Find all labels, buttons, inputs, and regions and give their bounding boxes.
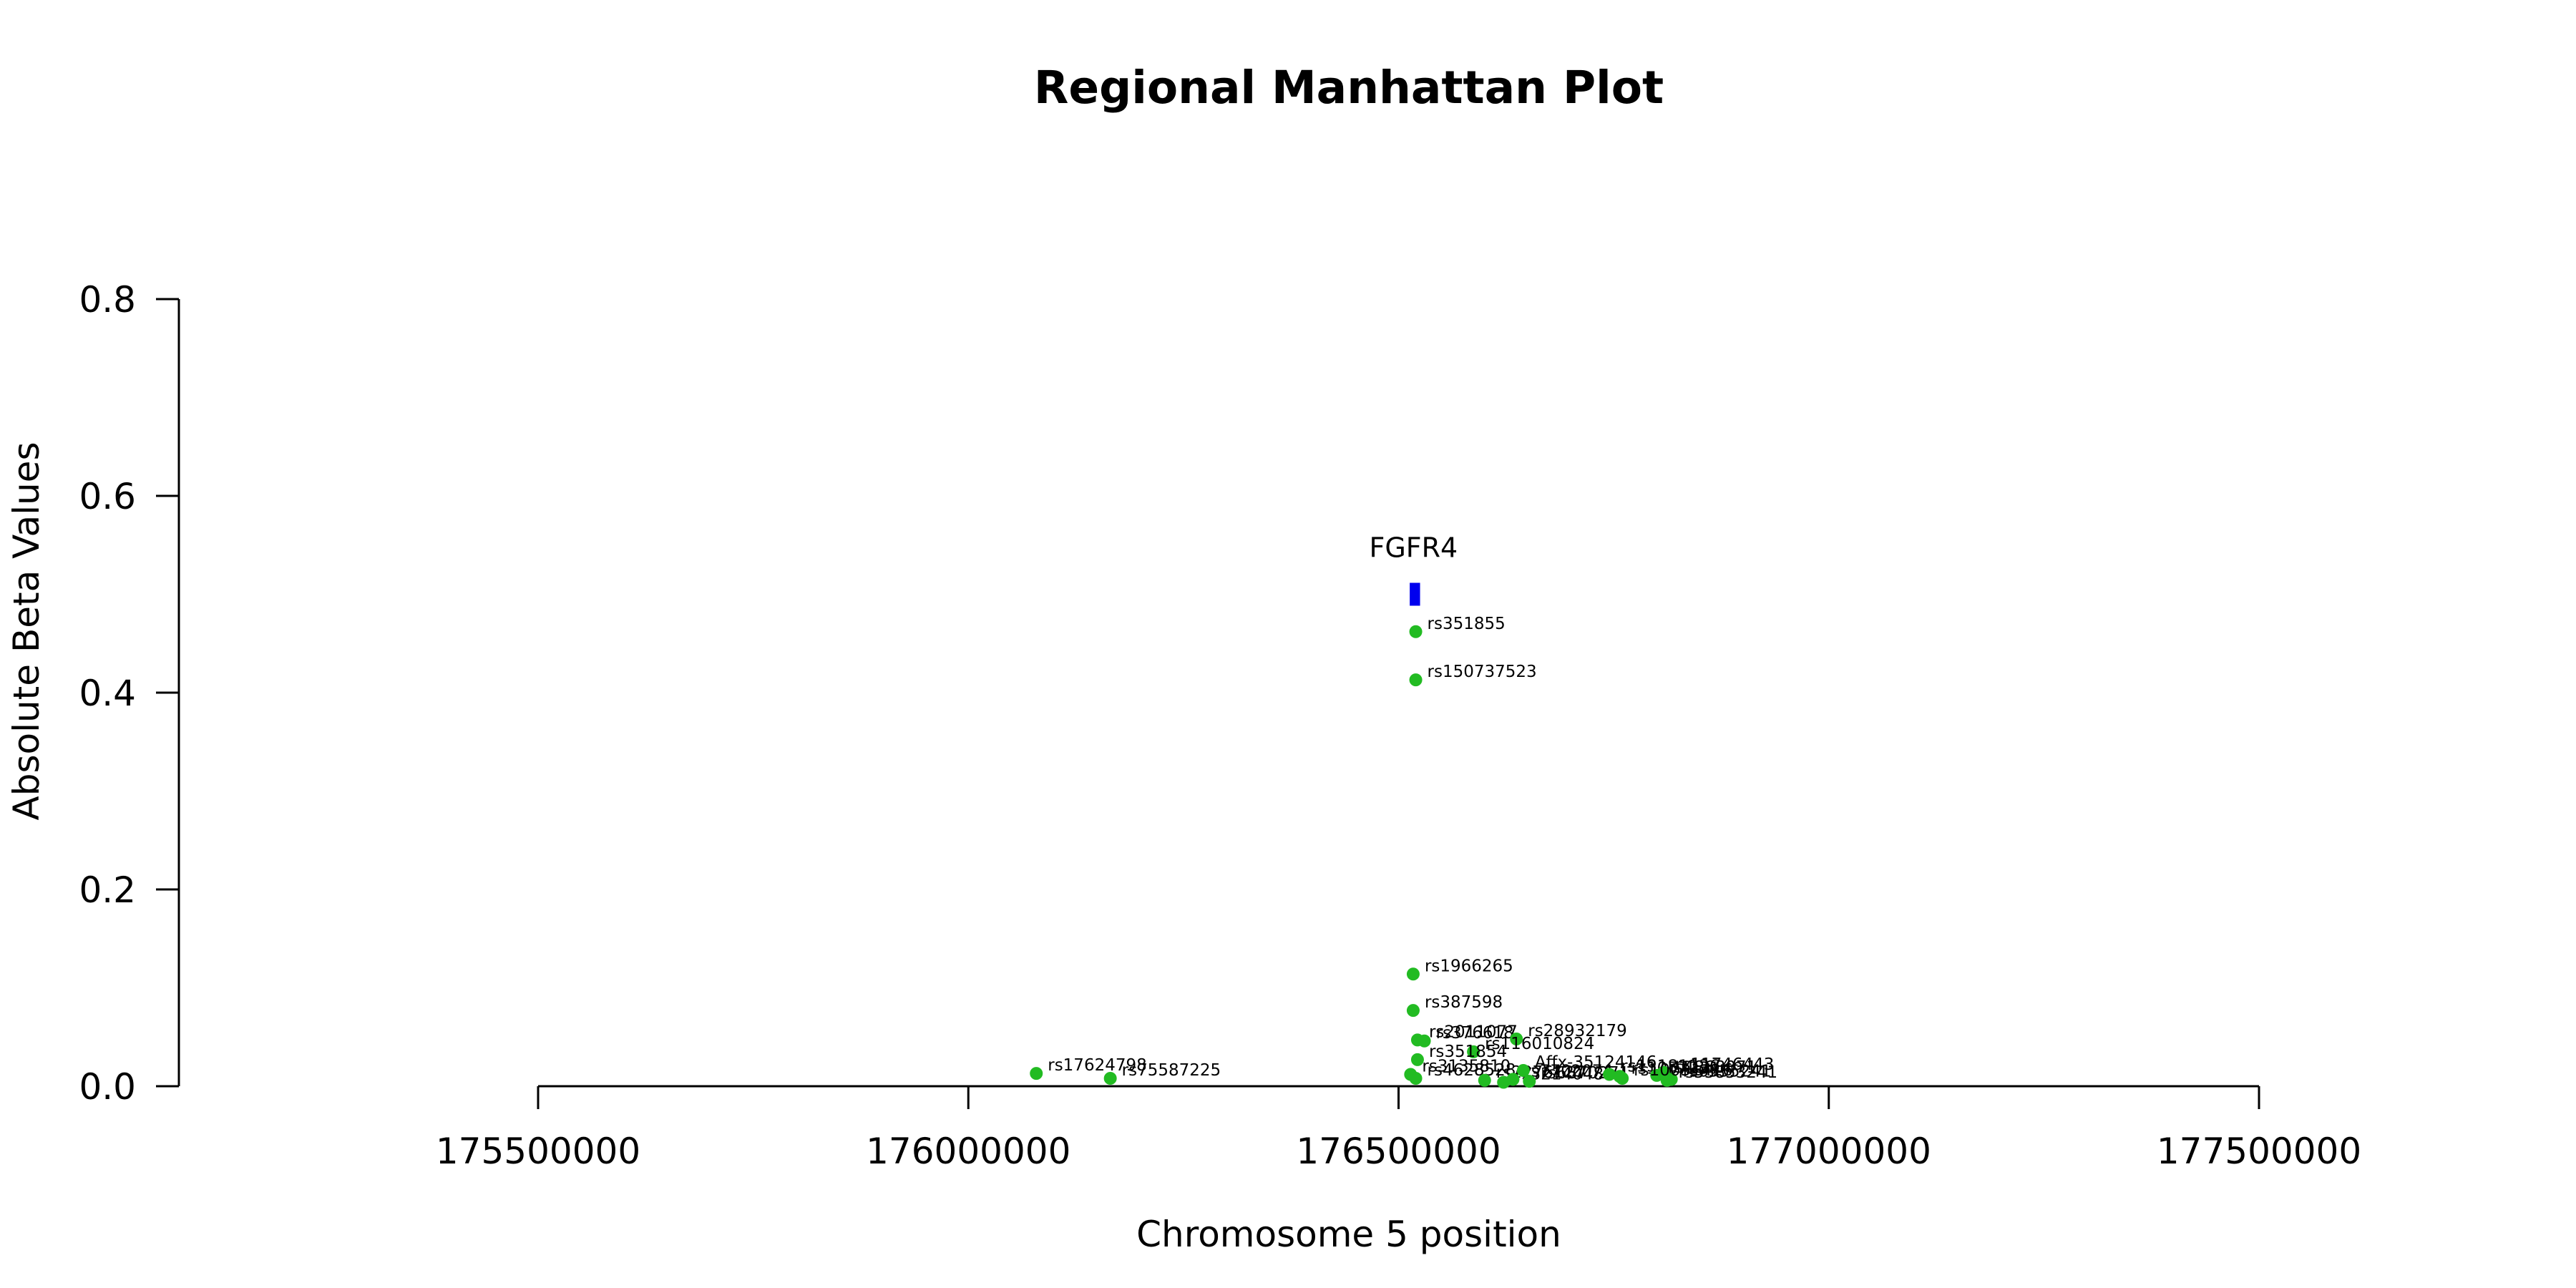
- snp-label: rs75587225: [1122, 1061, 1221, 1080]
- y-tick-label: 0.0: [79, 1066, 136, 1108]
- chart-title: Regional Manhattan Plot: [1034, 62, 1664, 114]
- snp-point: [1030, 1067, 1043, 1080]
- snp-point: [1103, 1072, 1117, 1085]
- snp-label: rs3135810: [1422, 1058, 1511, 1076]
- snp-point: [1603, 1068, 1616, 1081]
- snp-label: rs10051416: [1634, 1061, 1733, 1080]
- snp-point: [1409, 625, 1423, 638]
- snp-point: [1409, 1072, 1423, 1085]
- snp-label: rs17624798: [1048, 1056, 1147, 1075]
- gene-label: FGFR4: [1369, 532, 1458, 564]
- snp-point: [1510, 1033, 1523, 1045]
- gene-bar: [1410, 582, 1420, 606]
- snp-label: rs351854: [1429, 1043, 1507, 1061]
- x-tick-label: 177500000: [2157, 1131, 2361, 1172]
- x-tick-label: 176000000: [866, 1131, 1070, 1172]
- snp-label: rs6555241: [1683, 1062, 1772, 1080]
- snp-point: [1409, 673, 1423, 687]
- snp-point: [1418, 1034, 1431, 1048]
- snp-point: [1410, 1053, 1424, 1066]
- y-tick-label: 0.2: [79, 869, 136, 911]
- snp-point: [1650, 1068, 1664, 1082]
- snp-label: rs28932179: [1528, 1022, 1627, 1040]
- snp-label: rs387598: [1425, 993, 1503, 1012]
- x-axis-label: Chromosome 5 position: [1136, 1214, 1561, 1255]
- snp-label: rs11746443: [1675, 1055, 1775, 1074]
- x-tick-label: 177000000: [1727, 1131, 1931, 1172]
- axes: 0.0 0.2 0.4 0.6 0.8 175500000 176000000 1765000…: [79, 279, 2361, 1172]
- x-tick-label: 176500000: [1296, 1131, 1501, 1172]
- x-tick-label: 175500000: [436, 1131, 640, 1172]
- snp-point: [1406, 967, 1420, 981]
- snp-point: [1660, 1073, 1674, 1087]
- y-tick-label: 0.4: [79, 673, 136, 714]
- snp-label: rs150737523: [1428, 663, 1537, 681]
- snp-point: [1478, 1073, 1491, 1087]
- snp-point: [1406, 1004, 1420, 1018]
- snp-label: rs376618: [1436, 1024, 1514, 1043]
- snp-point: [1523, 1075, 1536, 1088]
- gene-track: FGFR4: [1369, 532, 1458, 606]
- snp-point: [1616, 1072, 1629, 1085]
- snp-label: rs55853241: [1679, 1063, 1778, 1082]
- y-axis-label: Absolute Beta Values: [6, 442, 47, 821]
- snp-points: rs351855 rs150737523 rs1966265 rs387598 rs20…: [1030, 615, 1777, 1089]
- snp-label: rs7702074: [1524, 1062, 1613, 1080]
- y-tick-label: 0.6: [79, 476, 136, 517]
- y-tick-label: 0.8: [79, 279, 136, 321]
- snp-label: rs2011077: [1429, 1023, 1518, 1041]
- snp-label: Affx-35124146: [1535, 1053, 1657, 1072]
- snp-point: [1516, 1064, 1530, 1077]
- snp-label: rs13181136: [1621, 1058, 1720, 1076]
- snp-label: rs351855: [1428, 615, 1506, 633]
- snp-point: [1467, 1045, 1480, 1058]
- snp-label: rs4868071: [1668, 1058, 1757, 1077]
- snp-label: rs1966265: [1425, 957, 1513, 975]
- snp-point: [1506, 1073, 1520, 1086]
- snp-label: rs116010824: [1485, 1035, 1594, 1053]
